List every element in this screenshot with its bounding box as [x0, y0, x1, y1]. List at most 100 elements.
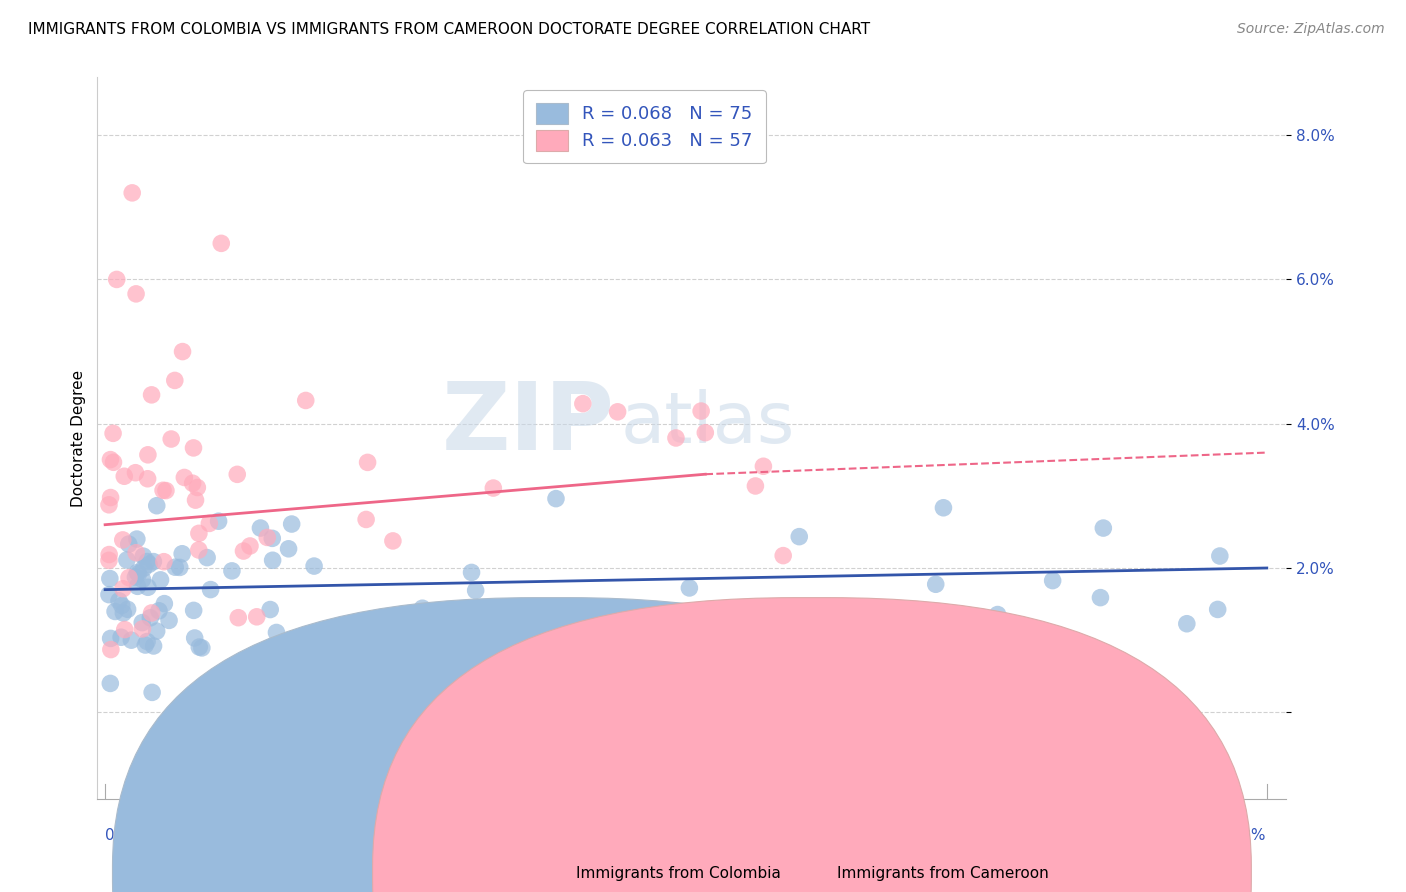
- Point: [153, 555, 176, 569]
- Point: [160, 432, 183, 446]
- Text: atlas: atlas: [620, 389, 794, 458]
- Point: [1092, 521, 1115, 535]
- Point: [172, 344, 194, 359]
- Point: [141, 388, 163, 402]
- Point: [787, 530, 810, 544]
- Point: [173, 698, 195, 712]
- Point: [678, 581, 700, 595]
- Text: IMMIGRANTS FROM COLOMBIA VS IMMIGRANTS FROM CAMEROON DOCTORATE DEGREE CORRELATIO: IMMIGRANTS FROM COLOMBIA VS IMMIGRANTS F…: [28, 22, 870, 37]
- Point: [100, 491, 122, 505]
- Point: [280, 516, 302, 531]
- Point: [142, 555, 165, 569]
- Point: [606, 405, 628, 419]
- Point: [183, 603, 205, 617]
- Text: 30.0%: 30.0%: [1219, 828, 1267, 843]
- Point: [183, 441, 205, 455]
- Point: [354, 512, 377, 526]
- Legend: R = 0.068   N = 75, R = 0.063   N = 57: R = 0.068 N = 75, R = 0.063 N = 57: [523, 90, 765, 163]
- Point: [127, 566, 149, 580]
- Point: [132, 561, 155, 575]
- Point: [111, 599, 134, 613]
- Point: [136, 634, 159, 648]
- Point: [98, 498, 121, 512]
- Point: [195, 550, 218, 565]
- Point: [149, 573, 172, 587]
- Point: [165, 560, 187, 574]
- Point: [772, 549, 794, 563]
- Point: [226, 467, 249, 482]
- Point: [163, 373, 186, 387]
- Point: [148, 604, 170, 618]
- Point: [115, 553, 138, 567]
- Point: [198, 516, 221, 531]
- Point: [690, 404, 713, 418]
- Point: [142, 639, 165, 653]
- Point: [118, 537, 141, 551]
- Point: [103, 455, 125, 469]
- Point: [145, 624, 167, 639]
- Point: [200, 582, 222, 597]
- Point: [460, 566, 482, 580]
- Point: [183, 631, 205, 645]
- Point: [650, 647, 672, 661]
- Point: [117, 602, 139, 616]
- Point: [101, 426, 124, 441]
- Point: [100, 642, 122, 657]
- Point: [172, 547, 194, 561]
- Point: [188, 640, 211, 654]
- Point: [987, 607, 1010, 622]
- Point: [153, 597, 176, 611]
- Point: [1175, 616, 1198, 631]
- Point: [695, 425, 717, 440]
- Point: [181, 476, 204, 491]
- Point: [155, 483, 177, 498]
- Point: [191, 640, 214, 655]
- Point: [932, 500, 955, 515]
- Point: [262, 532, 284, 546]
- Text: Immigrants from Cameroon: Immigrants from Cameroon: [837, 866, 1049, 880]
- Text: Source: ZipAtlas.com: Source: ZipAtlas.com: [1237, 22, 1385, 37]
- Point: [256, 531, 278, 545]
- Point: [127, 579, 149, 593]
- Point: [239, 539, 262, 553]
- Point: [136, 448, 159, 462]
- Point: [209, 236, 232, 251]
- Point: [134, 638, 156, 652]
- Point: [111, 533, 134, 547]
- Point: [752, 459, 775, 474]
- Point: [141, 685, 163, 699]
- Point: [1090, 591, 1112, 605]
- Point: [246, 609, 269, 624]
- Point: [226, 610, 249, 624]
- Point: [266, 625, 288, 640]
- Point: [124, 466, 146, 480]
- Point: [120, 633, 142, 648]
- Point: [118, 571, 141, 585]
- Point: [152, 483, 174, 498]
- Point: [1206, 602, 1229, 616]
- Point: [221, 564, 243, 578]
- Point: [262, 553, 284, 567]
- Text: 0.0%: 0.0%: [105, 828, 143, 843]
- Point: [111, 582, 134, 596]
- Text: Immigrants from Colombia: Immigrants from Colombia: [576, 866, 782, 880]
- Point: [121, 186, 143, 200]
- Point: [544, 491, 567, 506]
- Point: [186, 481, 208, 495]
- Point: [411, 601, 433, 615]
- Point: [112, 606, 135, 620]
- Point: [108, 594, 131, 608]
- Point: [98, 588, 121, 602]
- Point: [249, 521, 271, 535]
- Point: [744, 479, 766, 493]
- Point: [131, 622, 153, 636]
- Point: [381, 533, 404, 548]
- Point: [125, 532, 148, 546]
- Point: [110, 630, 132, 644]
- Point: [665, 431, 688, 445]
- Point: [157, 614, 180, 628]
- Point: [1209, 549, 1232, 563]
- Point: [98, 676, 121, 690]
- Point: [138, 558, 160, 572]
- Point: [207, 514, 229, 528]
